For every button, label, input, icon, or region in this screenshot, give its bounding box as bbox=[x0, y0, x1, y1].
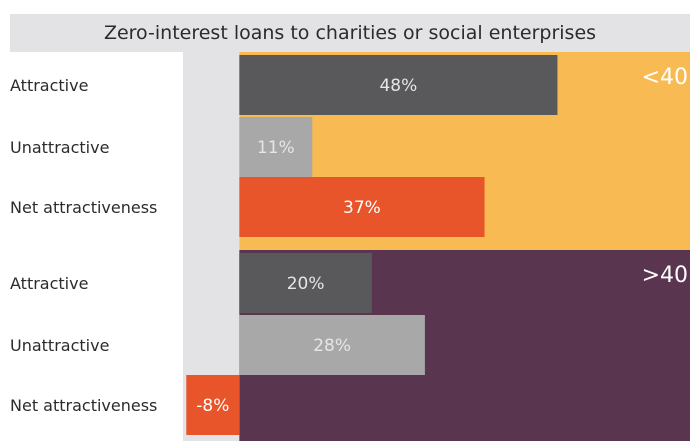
row-label-g2-r2: Unattractive bbox=[10, 336, 109, 355]
bar-g2-r1 bbox=[239, 253, 372, 313]
bar-g1-r3 bbox=[239, 177, 485, 237]
data-label-g2-r2: 28% bbox=[313, 336, 351, 356]
bar-g2-r3 bbox=[186, 375, 240, 435]
row-label-g1-r2: Unattractive bbox=[10, 138, 109, 157]
row-label-g1-r3: Net attractiveness bbox=[10, 198, 157, 217]
data-label-g2-r3: -8% bbox=[196, 396, 229, 416]
data-label-g1-r2: 11% bbox=[257, 138, 295, 158]
data-label-g1-r3: 37% bbox=[343, 198, 381, 218]
bar-g2-r2 bbox=[239, 315, 425, 375]
chart-title: Zero-interest loans to charities or soci… bbox=[10, 14, 690, 52]
group-label-2: >40 bbox=[642, 263, 688, 288]
bar-g1-r2 bbox=[239, 117, 313, 177]
row-label-g2-r3: Net attractiveness bbox=[10, 396, 157, 415]
group-label-1: <40 bbox=[642, 65, 688, 90]
row-label-g1-r1: Attractive bbox=[10, 76, 88, 95]
data-label-g1-r1: 48% bbox=[379, 76, 417, 96]
data-label-g2-r1: 20% bbox=[287, 274, 325, 294]
bar-g1-r1 bbox=[239, 55, 558, 115]
row-label-g2-r1: Attractive bbox=[10, 274, 88, 293]
